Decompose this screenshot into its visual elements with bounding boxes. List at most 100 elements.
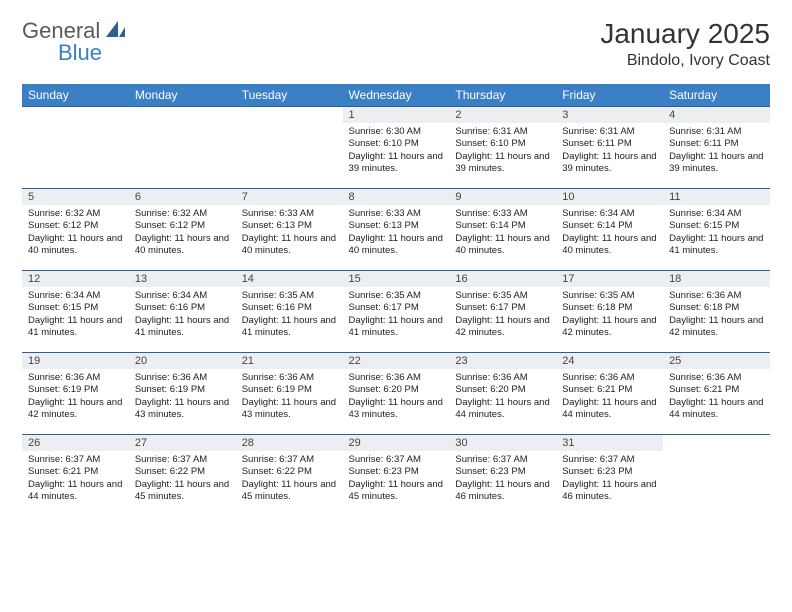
- day-details: Sunrise: 6:37 AMSunset: 6:23 PMDaylight:…: [556, 451, 663, 507]
- day-details: Sunrise: 6:36 AMSunset: 6:21 PMDaylight:…: [556, 369, 663, 425]
- day-details: Sunrise: 6:37 AMSunset: 6:23 PMDaylight:…: [449, 451, 556, 507]
- day-number: 14: [236, 271, 343, 287]
- day-number: 4: [663, 107, 770, 123]
- calendar-day-cell: 18Sunrise: 6:36 AMSunset: 6:18 PMDayligh…: [663, 271, 770, 353]
- calendar-week-row: 1Sunrise: 6:30 AMSunset: 6:10 PMDaylight…: [22, 107, 770, 189]
- day-number: 28: [236, 435, 343, 451]
- calendar-day-cell: [22, 107, 129, 189]
- day-details: Sunrise: 6:37 AMSunset: 6:23 PMDaylight:…: [343, 451, 450, 507]
- day-number: 8: [343, 189, 450, 205]
- day-details: Sunrise: 6:36 AMSunset: 6:20 PMDaylight:…: [343, 369, 450, 425]
- day-number: 31: [556, 435, 663, 451]
- calendar-day-cell: [663, 435, 770, 517]
- weekday-header: Monday: [129, 84, 236, 107]
- calendar-day-cell: 9Sunrise: 6:33 AMSunset: 6:14 PMDaylight…: [449, 189, 556, 271]
- day-number: 18: [663, 271, 770, 287]
- day-number: 11: [663, 189, 770, 205]
- calendar-day-cell: 3Sunrise: 6:31 AMSunset: 6:11 PMDaylight…: [556, 107, 663, 189]
- location: Bindolo, Ivory Coast: [600, 52, 770, 70]
- calendar-day-cell: 29Sunrise: 6:37 AMSunset: 6:23 PMDayligh…: [343, 435, 450, 517]
- title-block: January 2025 Bindolo, Ivory Coast: [600, 18, 770, 70]
- header: General Blue January 2025 Bindolo, Ivory…: [22, 18, 770, 70]
- calendar-day-cell: 14Sunrise: 6:35 AMSunset: 6:16 PMDayligh…: [236, 271, 343, 353]
- calendar-day-cell: 19Sunrise: 6:36 AMSunset: 6:19 PMDayligh…: [22, 353, 129, 435]
- weekday-header: Thursday: [449, 84, 556, 107]
- day-details: Sunrise: 6:30 AMSunset: 6:10 PMDaylight:…: [343, 123, 450, 179]
- calendar-day-cell: 25Sunrise: 6:36 AMSunset: 6:21 PMDayligh…: [663, 353, 770, 435]
- day-number: 17: [556, 271, 663, 287]
- weekday-header: Sunday: [22, 84, 129, 107]
- calendar-day-cell: 7Sunrise: 6:33 AMSunset: 6:13 PMDaylight…: [236, 189, 343, 271]
- day-details: Sunrise: 6:32 AMSunset: 6:12 PMDaylight:…: [129, 205, 236, 261]
- day-number: 19: [22, 353, 129, 369]
- day-details: Sunrise: 6:37 AMSunset: 6:22 PMDaylight:…: [129, 451, 236, 507]
- day-number: 29: [343, 435, 450, 451]
- month-title: January 2025: [600, 18, 770, 50]
- calendar-day-cell: 27Sunrise: 6:37 AMSunset: 6:22 PMDayligh…: [129, 435, 236, 517]
- weekday-header-row: SundayMondayTuesdayWednesdayThursdayFrid…: [22, 84, 770, 107]
- day-details: Sunrise: 6:37 AMSunset: 6:21 PMDaylight:…: [22, 451, 129, 507]
- day-number: 7: [236, 189, 343, 205]
- day-details: Sunrise: 6:31 AMSunset: 6:11 PMDaylight:…: [556, 123, 663, 179]
- day-number: 13: [129, 271, 236, 287]
- day-details: Sunrise: 6:35 AMSunset: 6:18 PMDaylight:…: [556, 287, 663, 343]
- day-details: Sunrise: 6:36 AMSunset: 6:19 PMDaylight:…: [22, 369, 129, 425]
- calendar-week-row: 5Sunrise: 6:32 AMSunset: 6:12 PMDaylight…: [22, 189, 770, 271]
- day-number: 22: [343, 353, 450, 369]
- day-details: Sunrise: 6:31 AMSunset: 6:10 PMDaylight:…: [449, 123, 556, 179]
- calendar-body: 1Sunrise: 6:30 AMSunset: 6:10 PMDaylight…: [22, 107, 770, 517]
- calendar-week-row: 19Sunrise: 6:36 AMSunset: 6:19 PMDayligh…: [22, 353, 770, 435]
- day-number: 6: [129, 189, 236, 205]
- day-number: 12: [22, 271, 129, 287]
- day-number: 20: [129, 353, 236, 369]
- day-details: Sunrise: 6:36 AMSunset: 6:18 PMDaylight:…: [663, 287, 770, 343]
- calendar-day-cell: 23Sunrise: 6:36 AMSunset: 6:20 PMDayligh…: [449, 353, 556, 435]
- logo-sail-icon: [104, 19, 126, 44]
- calendar-day-cell: 22Sunrise: 6:36 AMSunset: 6:20 PMDayligh…: [343, 353, 450, 435]
- logo-text-blue: Blue: [58, 40, 102, 66]
- calendar-day-cell: [129, 107, 236, 189]
- day-number: 3: [556, 107, 663, 123]
- calendar-day-cell: 1Sunrise: 6:30 AMSunset: 6:10 PMDaylight…: [343, 107, 450, 189]
- day-details: Sunrise: 6:33 AMSunset: 6:14 PMDaylight:…: [449, 205, 556, 261]
- day-number: 16: [449, 271, 556, 287]
- calendar-day-cell: 6Sunrise: 6:32 AMSunset: 6:12 PMDaylight…: [129, 189, 236, 271]
- calendar-day-cell: 10Sunrise: 6:34 AMSunset: 6:14 PMDayligh…: [556, 189, 663, 271]
- calendar-day-cell: 21Sunrise: 6:36 AMSunset: 6:19 PMDayligh…: [236, 353, 343, 435]
- calendar-day-cell: 26Sunrise: 6:37 AMSunset: 6:21 PMDayligh…: [22, 435, 129, 517]
- day-number: 21: [236, 353, 343, 369]
- day-number: 26: [22, 435, 129, 451]
- day-details: Sunrise: 6:35 AMSunset: 6:16 PMDaylight:…: [236, 287, 343, 343]
- calendar-day-cell: 11Sunrise: 6:34 AMSunset: 6:15 PMDayligh…: [663, 189, 770, 271]
- calendar-day-cell: 28Sunrise: 6:37 AMSunset: 6:22 PMDayligh…: [236, 435, 343, 517]
- day-details: Sunrise: 6:35 AMSunset: 6:17 PMDaylight:…: [343, 287, 450, 343]
- day-number: 27: [129, 435, 236, 451]
- day-number: 23: [449, 353, 556, 369]
- calendar-day-cell: 16Sunrise: 6:35 AMSunset: 6:17 PMDayligh…: [449, 271, 556, 353]
- day-details: Sunrise: 6:37 AMSunset: 6:22 PMDaylight:…: [236, 451, 343, 507]
- day-number: 15: [343, 271, 450, 287]
- calendar-day-cell: [236, 107, 343, 189]
- calendar-day-cell: 30Sunrise: 6:37 AMSunset: 6:23 PMDayligh…: [449, 435, 556, 517]
- day-details: Sunrise: 6:36 AMSunset: 6:21 PMDaylight:…: [663, 369, 770, 425]
- day-details: Sunrise: 6:36 AMSunset: 6:19 PMDaylight:…: [236, 369, 343, 425]
- day-number: 24: [556, 353, 663, 369]
- calendar-day-cell: 13Sunrise: 6:34 AMSunset: 6:16 PMDayligh…: [129, 271, 236, 353]
- calendar-day-cell: 5Sunrise: 6:32 AMSunset: 6:12 PMDaylight…: [22, 189, 129, 271]
- weekday-header: Saturday: [663, 84, 770, 107]
- day-details: Sunrise: 6:33 AMSunset: 6:13 PMDaylight:…: [236, 205, 343, 261]
- weekday-header: Wednesday: [343, 84, 450, 107]
- day-details: Sunrise: 6:34 AMSunset: 6:16 PMDaylight:…: [129, 287, 236, 343]
- calendar-day-cell: 2Sunrise: 6:31 AMSunset: 6:10 PMDaylight…: [449, 107, 556, 189]
- calendar-day-cell: 17Sunrise: 6:35 AMSunset: 6:18 PMDayligh…: [556, 271, 663, 353]
- calendar-day-cell: 15Sunrise: 6:35 AMSunset: 6:17 PMDayligh…: [343, 271, 450, 353]
- day-number: 5: [22, 189, 129, 205]
- day-details: Sunrise: 6:36 AMSunset: 6:20 PMDaylight:…: [449, 369, 556, 425]
- day-details: Sunrise: 6:33 AMSunset: 6:13 PMDaylight:…: [343, 205, 450, 261]
- weekday-header: Tuesday: [236, 84, 343, 107]
- day-details: Sunrise: 6:36 AMSunset: 6:19 PMDaylight:…: [129, 369, 236, 425]
- calendar-day-cell: 20Sunrise: 6:36 AMSunset: 6:19 PMDayligh…: [129, 353, 236, 435]
- calendar-table: SundayMondayTuesdayWednesdayThursdayFrid…: [22, 84, 770, 517]
- day-details: Sunrise: 6:34 AMSunset: 6:14 PMDaylight:…: [556, 205, 663, 261]
- day-details: Sunrise: 6:34 AMSunset: 6:15 PMDaylight:…: [22, 287, 129, 343]
